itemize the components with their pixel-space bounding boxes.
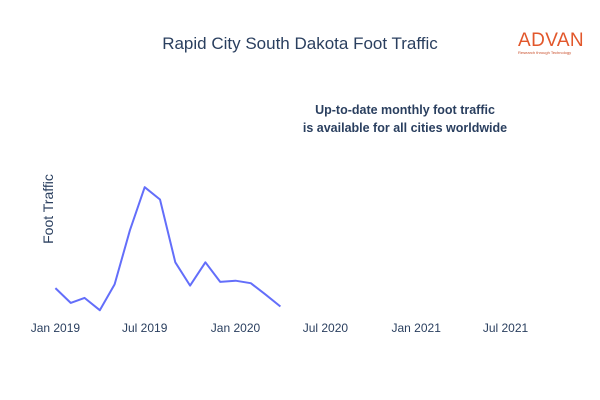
x-tick-label: Jan 2019 (31, 321, 81, 335)
x-tick-label: Jan 2020 (211, 321, 261, 335)
annotation-line-1: Up-to-date monthly foot traffic (315, 103, 495, 117)
plot-area (54, 186, 282, 312)
x-tick-label: Jul 2021 (483, 321, 529, 335)
chart-title: Rapid City South Dakota Foot Traffic (162, 34, 438, 53)
logo-tagline: Research through Technology (518, 50, 572, 55)
chart-annotation: Up-to-date monthly foot traffic is avail… (240, 101, 570, 137)
advan-logo: ADVAN Research through Technology (518, 31, 588, 56)
logo-wordmark: ADVAN (518, 30, 585, 51)
annotation-line-2: is available for all cities worldwide (302, 121, 508, 135)
x-tick-label: Jan 2021 (392, 321, 442, 335)
x-tick-label: Jul 2020 (303, 321, 349, 335)
foot-traffic-line (54, 186, 282, 312)
x-tick-label: Jul 2019 (122, 321, 168, 335)
x-axis-ticks: Jan 2019 Jul 2019 Jan 2020 Jul 2020 Jan 2021… (31, 321, 529, 335)
